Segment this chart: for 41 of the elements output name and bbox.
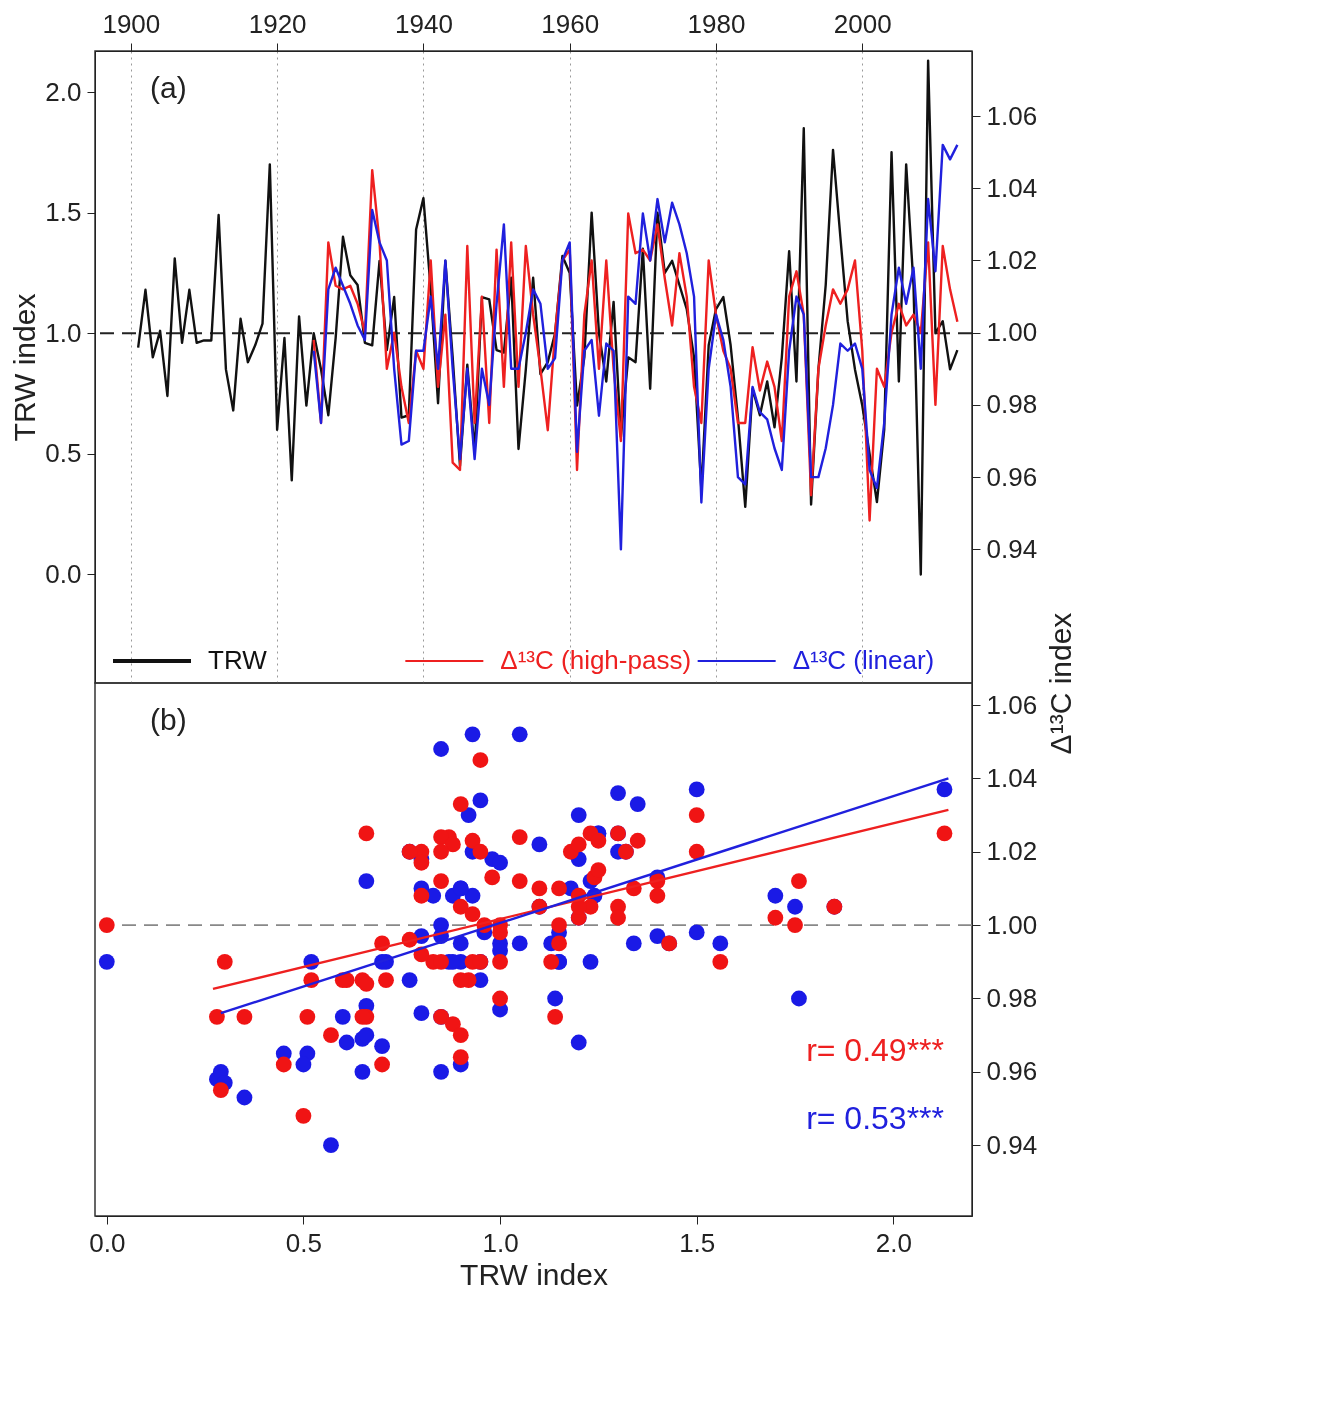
y2-tick-label: 1.00 bbox=[986, 909, 1038, 940]
legend-label: Δ¹³C (high-pass) bbox=[500, 645, 692, 675]
y2-tick-label: 1.04 bbox=[986, 762, 1038, 793]
x-tick-label: 1980 bbox=[687, 8, 746, 39]
y2-tick-label: 0.98 bbox=[986, 389, 1038, 420]
annotation: r= 0.53*** bbox=[806, 1100, 944, 1136]
y2-tick-label: 0.94 bbox=[986, 1129, 1038, 1160]
y2-tick-label: 1.06 bbox=[986, 100, 1038, 131]
y-tick-label: 1.5 bbox=[45, 197, 82, 228]
legend-label: Δ¹³C (linear) bbox=[792, 645, 935, 675]
x-tick-label: 1.5 bbox=[679, 1227, 716, 1258]
x-tick-label: 1960 bbox=[541, 8, 600, 39]
y2-tick-label: 1.02 bbox=[986, 836, 1038, 867]
y2-tick-label: 0.96 bbox=[986, 461, 1038, 492]
x-tick-label: 0.0 bbox=[89, 1227, 126, 1258]
y-tick-label: 0.0 bbox=[45, 558, 82, 589]
x-tick-label: 1940 bbox=[395, 8, 453, 39]
y2-tick-label: 1.06 bbox=[986, 689, 1038, 720]
y2-axis-title: Δ¹³C index bbox=[1044, 612, 1078, 755]
x-tick-label: 2000 bbox=[833, 8, 892, 39]
y-tick-label: 2.0 bbox=[45, 76, 82, 107]
x-tick-label: 1900 bbox=[102, 8, 161, 39]
annotation: r= 0.49*** bbox=[806, 1032, 944, 1068]
y-tick-label: 0.5 bbox=[45, 438, 82, 469]
y2-tick-label: 0.96 bbox=[986, 1056, 1038, 1087]
y2-tick-label: 0.98 bbox=[986, 982, 1038, 1013]
line-series bbox=[136, 59, 959, 576]
legend-label: TRW bbox=[208, 645, 268, 675]
y2-tick-label: 1.02 bbox=[986, 244, 1038, 275]
x-tick-label: 1920 bbox=[248, 8, 307, 39]
x-axis-title: TRW index bbox=[460, 1257, 608, 1291]
y2-tick-label: 1.04 bbox=[986, 172, 1038, 203]
y-tick-label: 1.0 bbox=[45, 317, 82, 348]
y2-tick-label: 0.94 bbox=[986, 533, 1038, 564]
x-tick-label: 1.0 bbox=[482, 1227, 519, 1258]
x-tick-label: 0.5 bbox=[285, 1227, 323, 1258]
y2-tick-label: 1.00 bbox=[986, 317, 1038, 348]
annotation: (b) bbox=[150, 703, 187, 736]
y-axis-title: TRW index bbox=[8, 293, 42, 442]
annotation: (a) bbox=[150, 71, 187, 104]
x-tick-label: 2.0 bbox=[875, 1227, 912, 1258]
